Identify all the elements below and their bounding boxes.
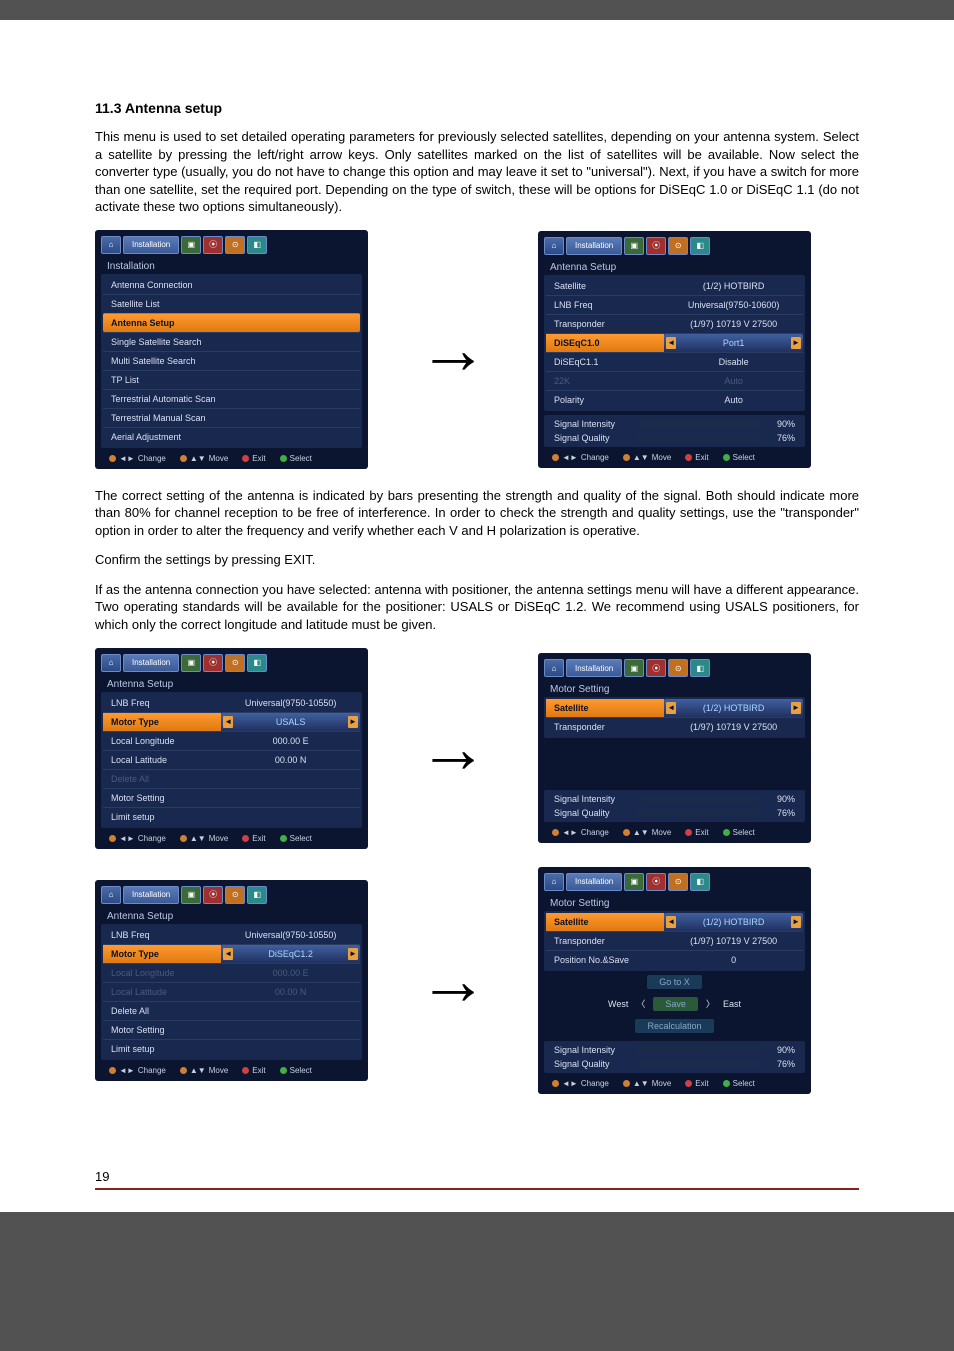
menu-item[interactable]: Terrestrial Automatic Scan (103, 389, 360, 408)
section-heading: 11.3 Antenna setup (95, 100, 859, 116)
setting-row[interactable]: Local Longitude000.00 E (103, 963, 360, 982)
screenshot-footer: ◄► Change ▲▼ Move Exit Select (101, 448, 362, 465)
signal-intensity-row: Signal Intensity 90% (546, 417, 803, 431)
setting-row[interactable]: LNB FreqUniversal(9750-10550) (103, 926, 360, 944)
menu-item[interactable]: Terrestrial Manual Scan (103, 408, 360, 427)
setting-row[interactable]: Local Latitude00.00 N (103, 982, 360, 1001)
tab-icon: ⊙ (225, 236, 245, 254)
recalc-row: Recalculation (544, 1015, 805, 1037)
setting-row[interactable]: Motor Setting (103, 788, 360, 807)
page-footer-rule (95, 1188, 859, 1190)
screenshot-installation-menu: ⌂ Installation ▣ ⦿ ⊙ ◧ Installation Ante… (95, 230, 368, 469)
menu-item[interactable]: TP List (103, 370, 360, 389)
setting-row[interactable]: Transponder(1/97) 10719 V 27500 (546, 717, 803, 736)
setting-row[interactable]: Delete All (103, 769, 360, 788)
installation-tab: Installation (566, 237, 622, 255)
setting-row[interactable]: Position No.&Save0 (546, 950, 803, 969)
setting-row[interactable]: DiSEqC1.0Port1◄► (546, 333, 803, 352)
setting-row[interactable]: Satellite(1/2) HOTBIRD◄► (546, 913, 803, 931)
page-number: 19 (95, 1169, 109, 1184)
setting-row[interactable]: Delete All (103, 1001, 360, 1020)
menu-item[interactable]: Single Satellite Search (103, 332, 360, 351)
screenshot-usals-setup: ⌂ Installation ▣⦿⊙◧ Antenna Setup LNB Fr… (95, 648, 368, 849)
menu-item[interactable]: Antenna Connection (103, 276, 360, 294)
tab-icon: ⦿ (203, 236, 223, 254)
setting-row[interactable]: Transponder(1/97) 10719 V 27500 (546, 931, 803, 950)
setting-row[interactable]: Limit setup (103, 1039, 360, 1058)
home-icon: ⌂ (544, 237, 564, 255)
setting-row[interactable]: Satellite(1/2) HOTBIRD◄► (546, 699, 803, 717)
setting-row[interactable]: Motor Setting (103, 1020, 360, 1039)
setting-row[interactable]: Motor TypeDiSEqC1.2◄► (103, 944, 360, 963)
paragraph: This menu is used to set detailed operat… (95, 128, 859, 216)
figure-row: ⌂ Installation ▣⦿⊙◧ Antenna Setup LNB Fr… (95, 867, 859, 1094)
setting-row[interactable]: Local Latitude00.00 N (103, 750, 360, 769)
paragraph: The correct setting of the antenna is in… (95, 487, 859, 540)
setting-row[interactable]: PolarityAuto (546, 390, 803, 409)
figure-row: ⌂ Installation ▣ ⦿ ⊙ ◧ Installation Ante… (95, 230, 859, 469)
setting-row[interactable]: Transponder(1/97) 10719 V 27500 (546, 314, 803, 333)
tab-icon: ▣ (181, 236, 201, 254)
arrow-icon: → (408, 940, 498, 1020)
home-icon: ⌂ (101, 236, 121, 254)
setting-row[interactable]: DiSEqC1.1Disable (546, 352, 803, 371)
installation-tab: Installation (123, 236, 179, 254)
screenshot-motor-usals: ⌂ Installation ▣⦿⊙◧ Motor Setting Satell… (538, 653, 811, 843)
setting-row[interactable]: Local Longitude000.00 E (103, 731, 360, 750)
setting-row[interactable]: Motor TypeUSALS◄► (103, 712, 360, 731)
signal-quality-row: Signal Quality 76% (546, 431, 803, 445)
tab-icon: ◧ (247, 236, 267, 254)
arrow-icon: → (408, 309, 498, 389)
menu-item[interactable]: Antenna Setup (103, 313, 360, 332)
screenshot-antenna-setup: ⌂ Installation ▣⦿⊙◧ Antenna Setup Satell… (538, 231, 811, 468)
panel-title: Antenna Setup (544, 258, 805, 275)
screenshot-motor-diseqc: ⌂ Installation ▣⦿⊙◧ Motor Setting Satell… (538, 867, 811, 1094)
setting-row[interactable]: 22KAuto (546, 371, 803, 390)
setting-row[interactable]: LNB FreqUniversal(9750-10600) (546, 295, 803, 314)
panel-title: Installation (101, 257, 362, 274)
setting-row[interactable]: Satellite(1/2) HOTBIRD (546, 277, 803, 295)
west-east-row: West〈 Save 〉East (544, 993, 805, 1015)
menu-item[interactable]: Satellite List (103, 294, 360, 313)
screenshot-tab-bar: ⌂ Installation ▣ ⦿ ⊙ ◧ (101, 236, 362, 254)
paragraph: If as the antenna connection you have se… (95, 581, 859, 634)
screenshot-diseqc12-setup: ⌂ Installation ▣⦿⊙◧ Antenna Setup LNB Fr… (95, 880, 368, 1081)
paragraph: Confirm the settings by pressing EXIT. (95, 551, 859, 569)
menu-item[interactable]: Multi Satellite Search (103, 351, 360, 370)
setting-row[interactable]: LNB FreqUniversal(9750-10550) (103, 694, 360, 712)
arrow-icon: → (408, 708, 498, 788)
setting-row[interactable]: Limit setup (103, 807, 360, 826)
menu-item[interactable]: Aerial Adjustment (103, 427, 360, 446)
figure-row: ⌂ Installation ▣⦿⊙◧ Antenna Setup LNB Fr… (95, 648, 859, 849)
goto-row: Go to X (544, 971, 805, 993)
